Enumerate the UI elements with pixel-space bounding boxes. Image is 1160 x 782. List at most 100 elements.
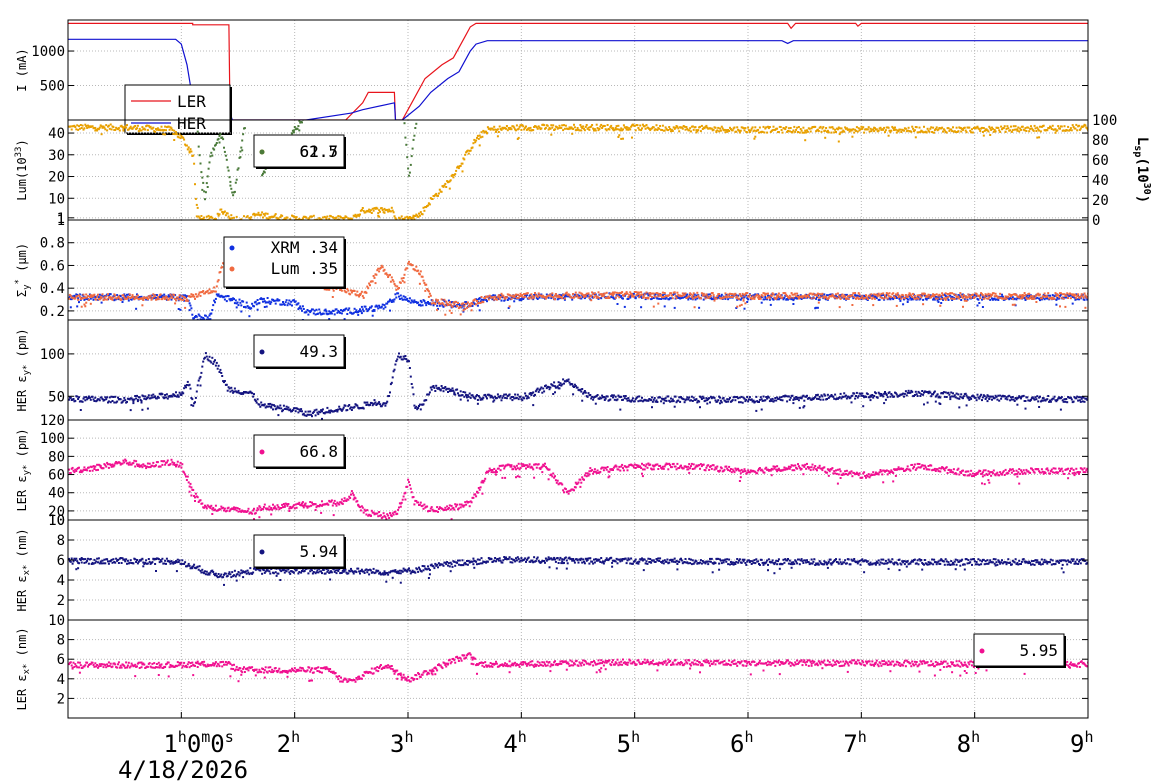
data-point — [485, 298, 488, 301]
data-point — [495, 298, 498, 301]
data-point — [883, 297, 886, 300]
data-point — [146, 296, 148, 299]
data-point — [948, 88, 950, 90]
data-point — [471, 303, 474, 305]
data-point — [206, 289, 209, 292]
data-point — [1069, 127, 1072, 130]
data-point — [559, 89, 561, 91]
data-point — [937, 301, 940, 303]
data-point — [891, 125, 894, 128]
data-point — [938, 298, 941, 301]
data-point — [359, 308, 361, 311]
data-point — [305, 116, 307, 118]
data-point — [404, 268, 407, 271]
data-point — [228, 176, 231, 179]
data-point — [242, 220, 244, 222]
data-point — [652, 305, 655, 308]
data-point — [435, 192, 438, 195]
data-point — [347, 53, 349, 55]
data-point — [106, 83, 108, 85]
data-point — [1059, 294, 1061, 297]
data-point — [508, 128, 511, 131]
data-point — [243, 127, 246, 130]
data-point — [532, 295, 535, 298]
data-point — [252, 61, 254, 63]
data-point — [399, 294, 402, 297]
data-point — [711, 292, 714, 294]
data-point — [1050, 85, 1052, 87]
data-point — [798, 131, 801, 134]
data-point — [233, 302, 236, 305]
data-point — [435, 298, 438, 301]
data-point — [88, 396, 91, 399]
data-point — [771, 292, 774, 295]
data-point — [524, 294, 527, 297]
data-point — [889, 298, 892, 301]
data-point — [404, 296, 407, 299]
data-point — [710, 90, 712, 92]
data-point — [1024, 294, 1027, 296]
data-point — [392, 280, 395, 283]
data-point — [875, 128, 878, 131]
data-point — [758, 126, 761, 129]
data-point — [679, 90, 681, 92]
data-point — [99, 87, 101, 89]
data-point — [398, 62, 400, 64]
data-point — [320, 218, 323, 220]
data-point — [416, 112, 418, 114]
data-point — [674, 294, 677, 297]
data-point — [981, 87, 983, 89]
data-point — [291, 132, 293, 135]
data-point — [656, 91, 658, 93]
data-point — [862, 86, 864, 88]
data-point — [1034, 127, 1037, 130]
data-point — [175, 299, 177, 302]
data-point — [229, 217, 232, 220]
data-point — [461, 170, 464, 173]
data-point — [563, 293, 565, 296]
data-point — [297, 125, 300, 128]
data-point — [740, 297, 743, 300]
data-point — [943, 297, 946, 300]
data-point — [513, 296, 516, 299]
data-point — [960, 299, 963, 301]
data-point — [90, 296, 93, 299]
data-point — [248, 315, 251, 318]
data-point — [641, 293, 643, 296]
data-point — [1033, 124, 1036, 127]
data-point — [1029, 297, 1032, 299]
data-point — [98, 298, 101, 300]
data-point — [544, 126, 547, 129]
data-point — [928, 130, 931, 133]
data-point — [128, 127, 131, 130]
data-point — [763, 298, 766, 301]
data-point — [94, 126, 97, 129]
data-point — [904, 294, 907, 296]
data-point — [641, 127, 643, 130]
data-point — [927, 89, 929, 91]
data-point — [963, 299, 966, 302]
data-point — [276, 298, 279, 301]
data-point — [367, 24, 369, 26]
data-point — [199, 218, 202, 220]
data-point — [202, 181, 205, 184]
data-point — [425, 304, 428, 307]
data-point — [874, 297, 876, 300]
data-point — [475, 66, 477, 68]
data-point — [186, 72, 188, 74]
data-point — [419, 304, 422, 307]
data-point — [1079, 295, 1082, 298]
data-point — [1004, 295, 1007, 298]
data-point — [702, 89, 704, 91]
data-point — [767, 127, 770, 130]
data-point — [384, 66, 386, 68]
y-axis-label-end: ) — [15, 139, 29, 146]
data-point — [816, 93, 818, 95]
data-point — [940, 297, 943, 300]
data-point — [73, 88, 75, 90]
data-point — [522, 87, 524, 89]
data-point — [778, 297, 781, 300]
series-group — [68, 24, 1088, 222]
data-point — [704, 297, 707, 300]
data-point — [952, 126, 954, 129]
